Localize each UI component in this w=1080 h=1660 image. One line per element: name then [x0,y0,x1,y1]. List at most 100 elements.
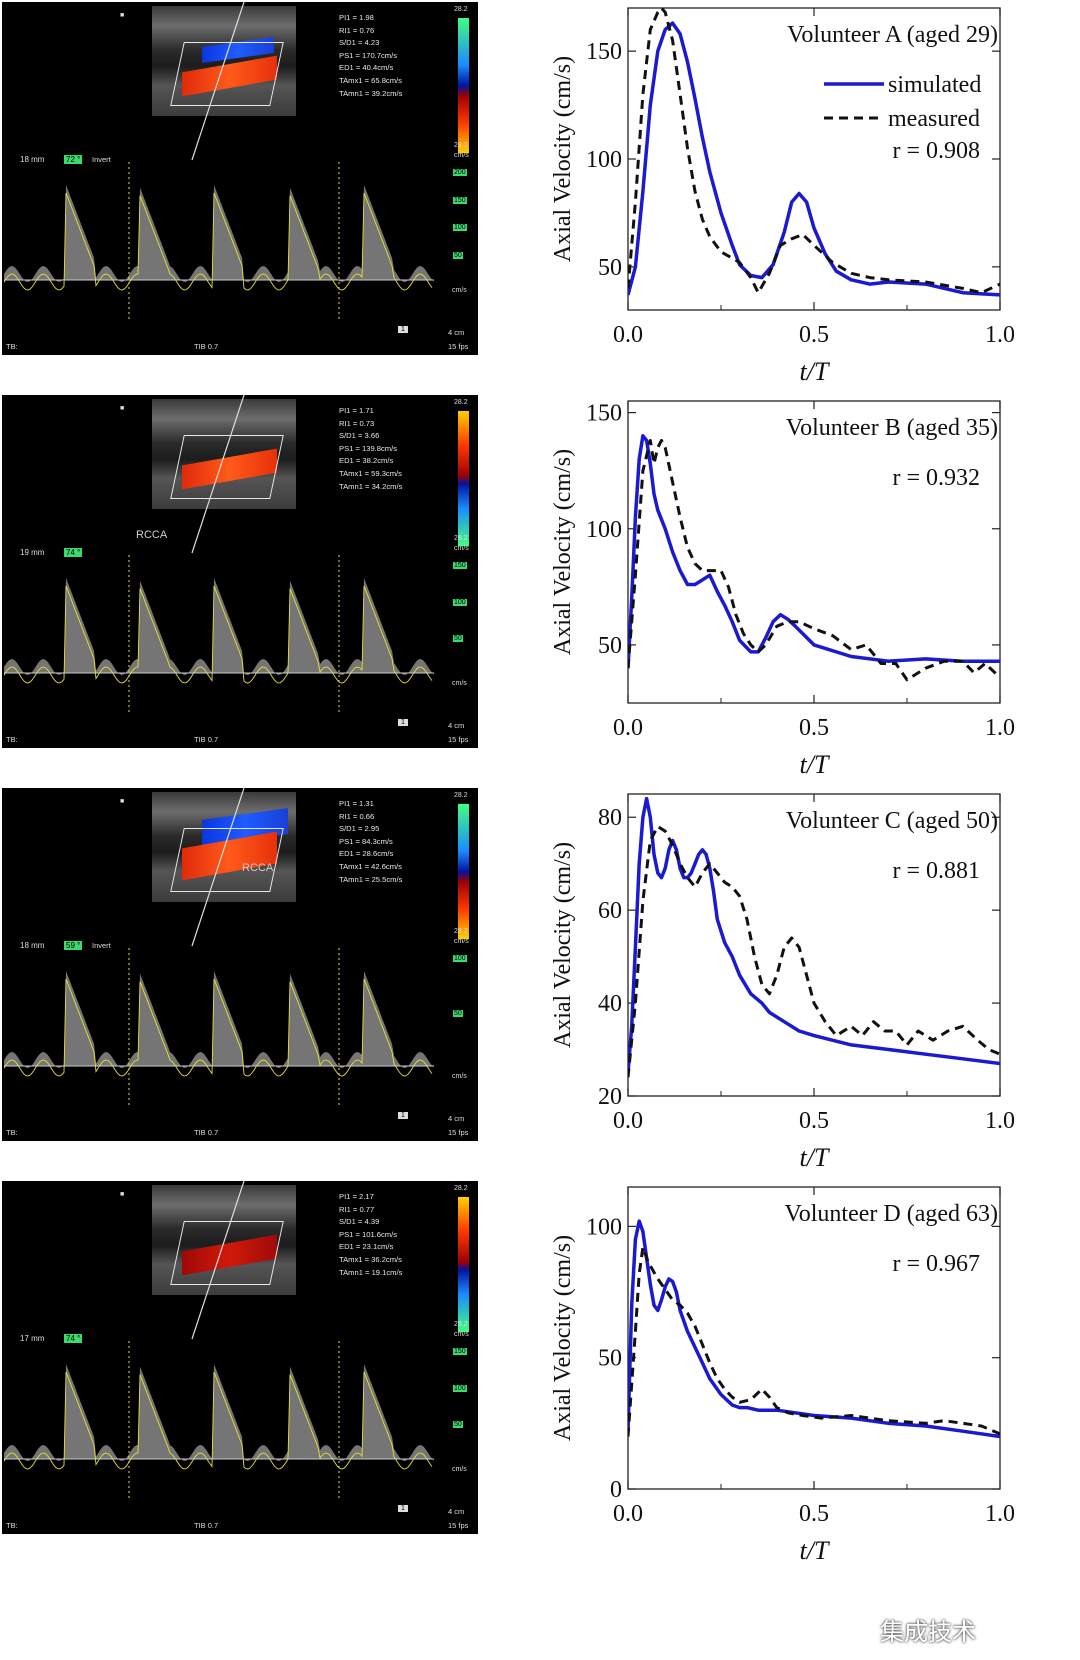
vessel-label: RCCA [136,529,168,541]
color-scale-top: 28.2 [454,792,468,799]
color-scale-bottom: 28.2 [454,1321,468,1328]
correlation-label: r = 0.967 [892,1251,980,1277]
sample-depth: 17 mm [20,1334,45,1343]
mean-velocity-trace [4,192,433,291]
plot-frame [627,793,1001,1097]
tib-label: TIB 0.7 [194,342,219,351]
spectrum-index-box: 1 [398,1505,408,1512]
tib-label: TIB 0.7 [194,735,219,744]
y-axis-label: Axial Velocity (cm/s) [550,449,576,655]
chart-svg: 0.0 0.5 1.0 0 50 100 t/T Axial Velocity (cm/s) V… [550,1186,1015,1565]
spectrum-index-box: 1 [398,1112,408,1119]
color-velocity-bar [458,1197,469,1332]
figure-row-d: ■ PI1 = 2.17 RI1 = 0.77 S/D1 = 4.39 PS1 = 10… [0,1181,1080,1581]
readout-line: PI1 = 1.31 [339,799,374,808]
doppler-spectrum [4,948,434,1108]
velocity-scale-label: 200 [453,169,467,176]
sample-depth: 18 mm [20,941,45,950]
doppler-angle-badge: 74 ° [64,1334,83,1343]
velocity-scale-label: 50 [453,1421,463,1429]
readout-line: PI1 = 1.71 [339,406,374,415]
probe-marker: ■ [120,1191,125,1198]
tb-label: TB: [6,1521,18,1530]
y-tick-label: 60 [598,898,622,924]
tib-label: TIB 0.7 [194,1128,219,1137]
readout-line: S/D1 = 3.66 [339,431,380,441]
mean-velocity-trace [4,585,433,684]
y-tick-label: 100 [586,517,622,543]
y-tick-label: 100 [586,147,622,173]
x-tick-label: 1.0 [985,322,1015,348]
velocity-scale-unit: cm/s [452,1466,467,1473]
doppler-spectrum [4,162,434,322]
chart-title: Volunteer B (aged 35) [786,415,998,441]
doppler-ultrasound-c: ■ PI1 = 1.31 RI1 = 0.66 S/D1 = 2.95 PS1 = 84… [2,788,478,1141]
vessel-label: RCCA [242,862,274,874]
x-axis-label: t/T [800,750,830,779]
color-scale-top: 28.2 [454,6,468,13]
x-tick-label: 1.0 [985,1108,1015,1134]
velocity-chart-a: 0.0 0.5 1.0 50 100 150 t/T Axial Velocity (cm/s… [550,2,1080,402]
correlation-label: r = 0.881 [892,858,980,884]
readout-line: S/D1 = 4.39 [339,1217,380,1227]
velocity-scale: 200 150 100 50 cm/s [442,167,472,307]
chart-svg: 0.0 0.5 1.0 50 100 150 t/T Axial Velocity (cm/s… [550,400,1015,779]
readout-line: TAmx1 = 65.8cm/s [339,75,402,85]
velocity-scale-label: 100 [453,1384,467,1392]
doppler-spectrum [4,555,434,715]
velocity-scale-unit: cm/s [452,1073,467,1080]
readout-line: RI1 = 0.77 [339,1204,375,1214]
color-scale-top: 28.2 [454,399,468,406]
legend-entry-label: simulated [888,72,981,98]
y-tick-label: 40 [598,991,622,1017]
depth-cm: 4 cm [448,721,465,730]
x-axis-label: t/T [800,357,830,386]
doppler-angle-badge: 74 ° [64,548,83,557]
x-tick-label: 0.5 [799,1501,829,1527]
readout-line: ED1 = 40.4cm/s [339,63,394,73]
figure-row-a: ■ PI1 = 1.98 RI1 = 0.76 S/D1 = 4.23 PS1 = 17… [0,2,1080,402]
readout-line: ED1 = 38.2cm/s [339,456,394,466]
readout-line: RI1 = 0.76 [339,25,375,35]
depth-cm: 4 cm [448,1114,465,1123]
velocity-scale-label: 150 [453,196,467,204]
legend-entry-label: measured [888,106,980,132]
readout-line: TAmn1 = 19.1cm/s [339,1267,403,1277]
chart-title: Volunteer D (aged 63) [785,1201,999,1227]
readout-line: TAmn1 = 34.2cm/s [339,481,403,491]
probe-marker: ■ [120,798,125,805]
sample-depth: 18 mm [20,155,45,164]
velocity-scale-unit: cm/s [452,287,467,294]
measured-series-line [628,439,1000,682]
color-velocity-bar [458,804,469,939]
x-tick-label: 1.0 [985,1501,1015,1527]
x-tick-label: 0.5 [799,715,829,741]
readout-line: PS1 = 84.3cm/s [339,836,393,846]
invert-label: Invert [92,155,111,164]
mean-velocity-trace [4,978,433,1077]
readout-line: TAmn1 = 25.5cm/s [339,874,403,884]
tb-label: TB: [6,342,18,351]
y-axis-label: Axial Velocity (cm/s) [550,842,576,1048]
color-scale-bottom: 28.2 [454,142,468,149]
readout-line: RI1 = 0.73 [339,418,375,428]
tb-label: TB: [6,735,18,744]
measured-series-line [628,8,1000,295]
measured-series-line [628,825,1000,1078]
y-tick-label: 50 [598,255,622,281]
velocity-scale: 150 100 50 cm/s [442,1346,472,1486]
probe-marker: ■ [120,12,125,19]
measurement-readout: PI1 = 1.31 RI1 = 0.66 S/D1 = 2.95 PS1 = 84.… [339,798,402,886]
velocity-scale: 150 100 50 cm/s [442,560,472,700]
x-tick-label: 0.0 [613,1501,643,1527]
velocity-chart-d: 0.0 0.5 1.0 0 50 100 t/T Axial Velocity (cm/s) V… [550,1181,1080,1581]
velocity-scale-label: 100 [453,955,467,962]
x-tick-label: 0.0 [613,715,643,741]
spectrum-index-box: 1 [398,326,408,333]
figure-row-b: ■ PI1 = 1.71 RI1 = 0.73 S/D1 = 3.66 PS1 = 13… [0,395,1080,795]
doppler-spectrum [4,1341,434,1501]
doppler-cursor-line [191,788,245,947]
readout-line: ED1 = 23.1cm/s [339,1242,394,1252]
invert-label: Invert [92,941,111,950]
frame-rate: 15 fps [448,735,469,744]
